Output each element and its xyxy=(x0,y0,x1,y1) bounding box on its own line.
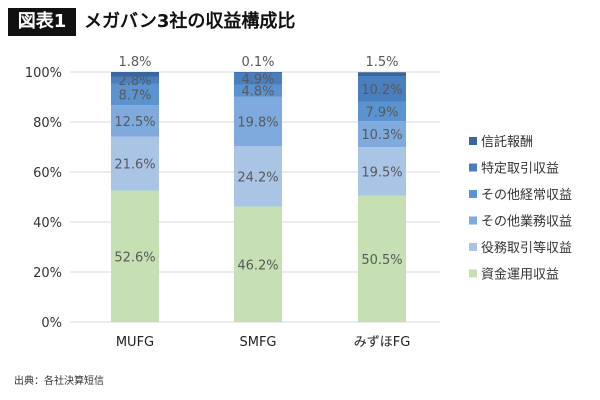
legend-swatch xyxy=(469,163,477,172)
legend-label: 資金運用収益 xyxy=(481,267,559,283)
bar-segment xyxy=(358,195,406,322)
legend-swatch xyxy=(469,243,477,251)
legend-label: 信託報酬 xyxy=(481,134,533,150)
data-label: 19.5% xyxy=(361,165,402,180)
data-label: 12.5% xyxy=(114,115,155,130)
y-tick-label: 40% xyxy=(33,216,62,231)
data-label: 4.9% xyxy=(241,72,274,87)
bar-segment xyxy=(234,72,282,73)
y-tick-label: 20% xyxy=(33,266,62,281)
bar-segment xyxy=(358,121,406,147)
source-note: 出典：各社決算短信 xyxy=(14,376,104,387)
figure-badge: 図表1 xyxy=(8,8,76,36)
bar-segment xyxy=(234,96,282,146)
data-label: 7.9% xyxy=(365,105,398,120)
legend-swatch xyxy=(469,269,477,278)
bar-segment xyxy=(234,206,282,322)
legend-label: 特定取引収益 xyxy=(481,162,559,177)
y-tick-label: 80% xyxy=(33,116,62,131)
chart-title: メガバン3社の収益構成比 xyxy=(84,11,296,32)
bar-segment xyxy=(234,72,282,85)
data-label: 21.6% xyxy=(114,158,155,173)
bar-segment xyxy=(111,136,159,191)
x-tick-label: MUFG xyxy=(116,335,154,350)
data-label: 24.2% xyxy=(237,170,278,185)
data-label: 1.8% xyxy=(118,55,151,70)
legend-swatch xyxy=(469,216,477,225)
data-label: 46.2% xyxy=(237,258,278,273)
data-label: 0.1% xyxy=(241,55,274,70)
data-label: 4.8% xyxy=(241,85,274,100)
bar-segment xyxy=(358,72,406,76)
legend-label: その他経常収益 xyxy=(481,188,572,203)
data-label: 2.8% xyxy=(118,74,151,89)
legend-label: その他業務収益 xyxy=(481,214,572,230)
data-label: 19.8% xyxy=(237,115,278,130)
data-label: 1.5% xyxy=(365,55,398,70)
x-tick-label: みずほFG xyxy=(354,335,411,350)
y-tick-label: 100% xyxy=(25,66,62,81)
bar-segment xyxy=(358,76,406,102)
bar-segment xyxy=(358,147,406,196)
data-label: 50.5% xyxy=(361,253,402,268)
bar-segment xyxy=(234,84,282,97)
bar-segment xyxy=(111,72,159,77)
y-tick-label: 0% xyxy=(41,316,62,331)
legend-swatch xyxy=(469,190,477,198)
bar-segment xyxy=(111,83,159,106)
legend-label: 役務取引等収益 xyxy=(481,240,572,256)
bar-segment xyxy=(358,101,406,122)
bar-segment xyxy=(234,146,282,207)
data-label: 10.3% xyxy=(361,128,402,143)
x-tick-label: SMFG xyxy=(239,335,276,350)
bar-segment xyxy=(111,190,159,322)
data-label: 10.2% xyxy=(361,83,402,98)
legend-swatch xyxy=(469,137,477,145)
data-label: 52.6% xyxy=(114,250,155,265)
bar-segment xyxy=(111,76,159,84)
y-tick-label: 60% xyxy=(33,166,62,181)
bar-segment xyxy=(111,105,159,137)
data-label: 8.7% xyxy=(118,88,151,103)
